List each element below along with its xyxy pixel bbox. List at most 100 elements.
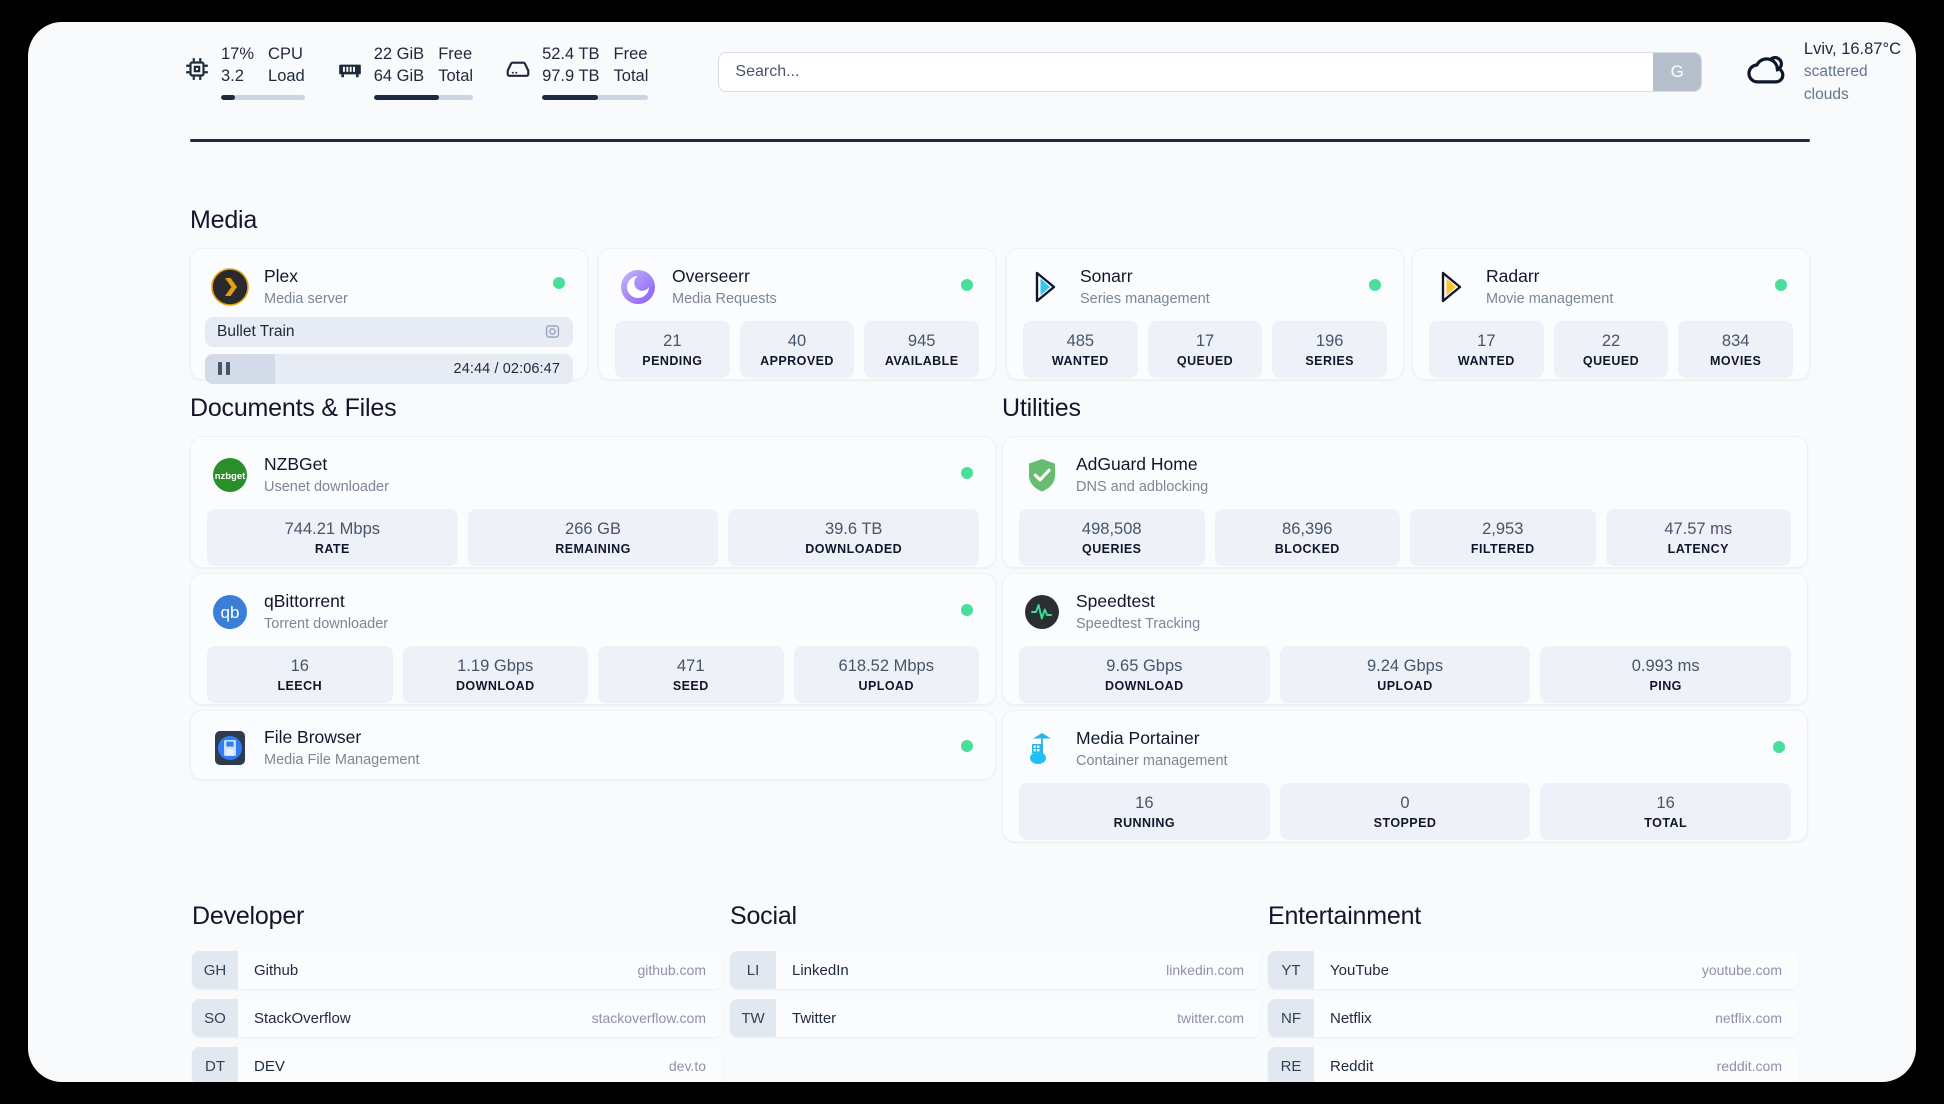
stat-box: 16 TOTAL xyxy=(1540,782,1792,840)
radarr-status-dot xyxy=(1775,278,1787,291)
plex-progress-bar[interactable]: 24:44 / 02:06:47 xyxy=(205,353,573,384)
cast-icon[interactable] xyxy=(544,323,561,340)
bookmark-item[interactable]: GH Github github.com xyxy=(192,951,722,989)
stat-box: 618.52 Mbps UPLOAD xyxy=(793,645,979,703)
system-stats: 17% 3.2 CPU Load xyxy=(168,44,664,101)
header-divider xyxy=(190,139,1810,142)
filebrowser-sub: Media File Management xyxy=(264,751,420,768)
plex-sub: Media server xyxy=(264,290,348,307)
overseerr-name: Overseerr xyxy=(672,266,750,286)
dashboard-page: 17% 3.2 CPU Load xyxy=(28,22,1916,1082)
stat-label: LATENCY xyxy=(1667,541,1729,556)
bookmark-item[interactable]: LI LinkedIn linkedin.com xyxy=(730,951,1260,989)
stat-label: QUEUED xyxy=(1176,353,1234,368)
card-filebrowser[interactable]: File Browser Media File Management xyxy=(190,710,996,780)
adguard-shield-icon xyxy=(1023,456,1061,494)
stat-box: 39.6 TB DOWNLOADED xyxy=(728,508,980,566)
bookmark-name: StackOverflow xyxy=(254,1009,351,1027)
card-speedtest[interactable]: Speedtest Speedtest Tracking 9.65 Gbps D… xyxy=(1002,573,1808,705)
bookmark-name: Github xyxy=(254,961,299,979)
cpu-label-2: Load xyxy=(268,66,305,85)
card-sonarr[interactable]: Sonarr Series management 485 WANTED 17 Q… xyxy=(1006,248,1404,380)
card-radarr[interactable]: Radarr Movie management 17 WANTED 22 QUE… xyxy=(1412,248,1810,380)
stat-label: LEECH xyxy=(277,678,323,693)
stat-box: 0.993 ms PING xyxy=(1540,645,1792,703)
developer-title: Developer xyxy=(192,902,305,930)
stat-box: 47.57 ms LATENCY xyxy=(1605,508,1791,566)
qbittorrent-name: qBittorrent xyxy=(264,591,345,611)
stat-label: BLOCKED xyxy=(1274,541,1340,556)
bookmark-group-entertainment: Entertainment YT YouTube youtube.com NF … xyxy=(1268,902,1798,1082)
stat-disk: 52.4 TB 97.9 TB Free Total xyxy=(489,44,664,101)
bookmark-item[interactable]: TW Twitter twitter.com xyxy=(730,999,1260,1037)
stat-label: AVAILABLE xyxy=(884,353,959,368)
bookmark-name: Twitter xyxy=(792,1009,837,1027)
sonarr-stats: 485 WANTED 17 QUEUED 196 SERIES xyxy=(1007,320,1403,394)
cpu-usage-bar xyxy=(221,94,305,101)
bookmark-item[interactable]: SO StackOverflow stackoverflow.com xyxy=(192,999,722,1037)
overseerr-status-dot xyxy=(961,278,973,291)
memory-label-1: Free xyxy=(438,44,473,63)
bookmark-item[interactable]: NF Netflix netflix.com xyxy=(1268,999,1798,1037)
stat-box: 945 AVAILABLE xyxy=(864,320,980,378)
bookmark-url: dev.to xyxy=(668,1058,706,1074)
bookmark-url: stackoverflow.com xyxy=(591,1010,706,1026)
bookmark-group-developer: Developer GH Github github.com SO StackO… xyxy=(192,902,722,1082)
pause-icon[interactable] xyxy=(218,362,230,376)
social-title: Social xyxy=(730,902,797,930)
speedtest-icon xyxy=(1023,593,1061,631)
portainer-icon xyxy=(1023,730,1061,768)
utilities-section-title-wrap: Utilities xyxy=(1002,394,1081,423)
bookmark-item[interactable]: YT YouTube youtube.com xyxy=(1268,951,1798,989)
card-qbittorrent[interactable]: qb qBittorrent Torrent downloader 16 LEE… xyxy=(190,573,996,705)
stat-box: 9.24 Gbps UPLOAD xyxy=(1279,645,1531,703)
card-plex[interactable]: Plex Media server Bullet Train 24:44 / 0… xyxy=(190,248,588,384)
stat-label: QUEUED xyxy=(1582,353,1640,368)
nzbget-sub: Usenet downloader xyxy=(264,478,389,495)
qbittorrent-stats: 16 LEECH 1.19 Gbps DOWNLOAD 471 SEED 618… xyxy=(191,645,995,719)
stat-box: 834 MOVIES xyxy=(1678,320,1794,378)
bookmark-group-social: Social LI LinkedIn linkedin.com TW Twitt… xyxy=(730,902,1260,1047)
disk-value-2: 97.9 TB xyxy=(542,66,600,85)
stat-value: 9.24 Gbps xyxy=(1366,656,1444,675)
stat-value: 2,953 xyxy=(1482,519,1524,538)
search-bar[interactable]: G xyxy=(718,52,1703,92)
bookmark-item[interactable]: RE Reddit reddit.com xyxy=(1268,1047,1798,1082)
filebrowser-status-dot xyxy=(961,740,973,753)
bookmark-item[interactable]: DT DEV dev.to xyxy=(192,1047,722,1082)
bookmark-url: github.com xyxy=(637,962,706,978)
stat-box: 17 QUEUED xyxy=(1147,320,1263,378)
bookmark-badge: DT xyxy=(192,1047,238,1082)
portainer-name: Media Portainer xyxy=(1076,728,1200,748)
card-nzbget[interactable]: nzbget NZBGet Usenet downloader 744.21 M… xyxy=(190,436,996,568)
stat-box: 498,508 QUERIES xyxy=(1019,508,1205,566)
utilities-section-title: Utilities xyxy=(1002,394,1081,422)
card-portainer[interactable]: Media Portainer Container management 16 … xyxy=(1002,710,1808,842)
memory-value-1: 22 GiB xyxy=(373,44,425,63)
stat-value: 945 xyxy=(907,331,936,350)
stat-box: 744.21 Mbps RATE xyxy=(207,508,458,566)
card-adguard[interactable]: AdGuard Home DNS and adblocking 498,508 … xyxy=(1002,436,1808,568)
stat-label: REMAINING xyxy=(555,541,631,556)
qbittorrent-sub: Torrent downloader xyxy=(264,615,389,632)
search-input[interactable] xyxy=(719,53,1654,91)
stat-box: 40 APPROVED xyxy=(739,320,855,378)
sonarr-sub: Series management xyxy=(1080,290,1210,307)
nzbget-stats: 744.21 Mbps RATE 266 GB REMAINING 39.6 T… xyxy=(191,508,995,582)
stat-value: 498,508 xyxy=(1081,519,1142,538)
card-overseerr[interactable]: Overseerr Media Requests 21 PENDING 40 A… xyxy=(598,248,996,380)
plex-now-playing-bar[interactable]: Bullet Train xyxy=(205,316,573,347)
radarr-stats: 17 WANTED 22 QUEUED 834 MOVIES xyxy=(1413,320,1809,394)
nzbget-icon: nzbget xyxy=(211,456,249,494)
plex-player[interactable]: Bullet Train 24:44 / 02:06:47 xyxy=(191,316,587,398)
nzbget-name: NZBGet xyxy=(264,454,328,474)
bookmark-badge: YT xyxy=(1268,951,1314,989)
adguard-sub: DNS and adblocking xyxy=(1076,478,1209,495)
cpu-label-1: CPU xyxy=(268,44,303,63)
cpu-value-2: 3.2 xyxy=(221,66,244,85)
stat-label: UPLOAD xyxy=(858,678,914,693)
cpu-value-1: 17% xyxy=(221,44,255,63)
stat-label: UPLOAD xyxy=(1377,678,1433,693)
bookmark-name: DEV xyxy=(254,1057,285,1075)
search-engine-button[interactable]: G xyxy=(1653,53,1702,91)
